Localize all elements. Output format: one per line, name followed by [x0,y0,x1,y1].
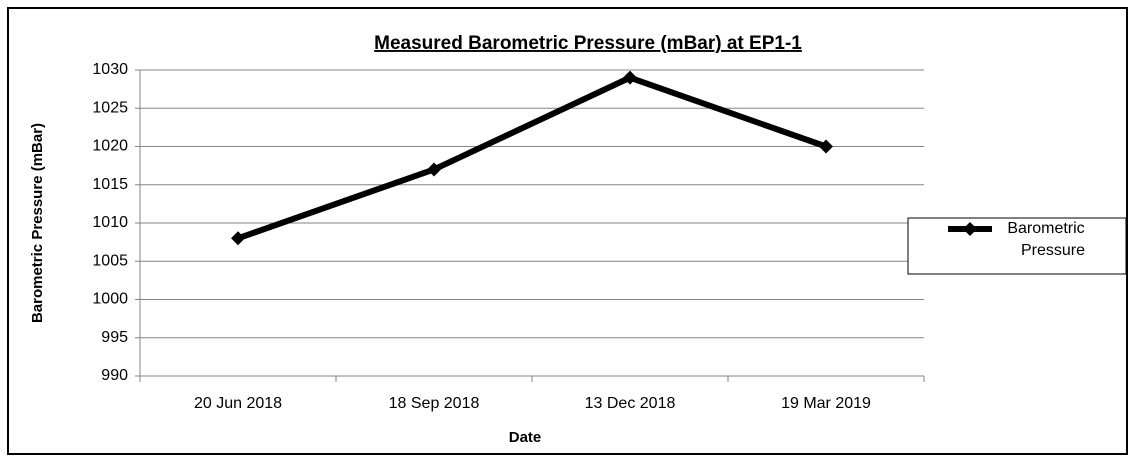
x-tick-label: 18 Sep 2018 [389,395,480,412]
data-point [427,162,441,177]
chart-title: Measured Barometric Pressure (mBar) at E… [374,33,802,54]
legend-marker [963,222,977,236]
x-tick-label: 13 Dec 2018 [585,395,676,412]
data-point [231,231,245,246]
legend-entry: Barometric Pressure [1007,220,1086,259]
y-tick-label: 995 [101,329,128,346]
y-tick-label: 1015 [92,176,128,193]
x-axis-title: Date [509,429,542,446]
y-tick-label: 990 [101,367,128,384]
y-tick-label: 1010 [92,214,128,231]
series-line [237,74,827,242]
y-tick-label: 1025 [92,99,128,116]
legend-box [907,217,1127,275]
y-tick-label: 1020 [92,138,128,155]
x-tick-label: 19 Mar 2019 [781,395,871,412]
data-point [819,139,833,154]
y-tick-label: 1005 [92,252,128,269]
data-point [623,70,637,85]
x-tick-label: 20 Jun 2018 [194,395,282,412]
y-axis-title: Barometric Pressure (mBar) [29,123,46,323]
y-tick-label: 1000 [92,291,128,308]
legend-label: Barometric Pressure [1007,220,1086,259]
y-tick-label: 1030 [92,61,128,78]
